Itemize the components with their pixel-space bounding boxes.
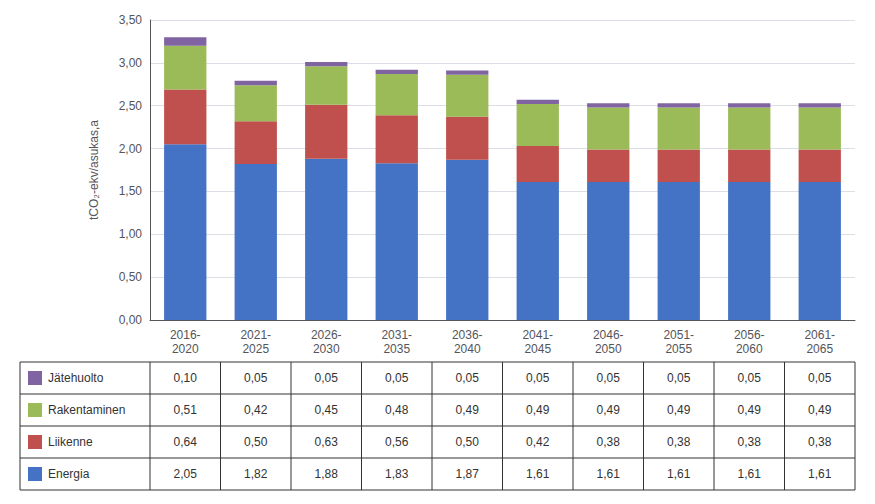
svg-text:2,00: 2,00 [119, 142, 143, 156]
svg-text:2,05: 2,05 [174, 467, 198, 481]
svg-text:0,05: 0,05 [244, 371, 268, 385]
svg-text:2051-: 2051- [663, 328, 694, 342]
svg-text:0,48: 0,48 [385, 403, 409, 417]
svg-text:0,51: 0,51 [174, 403, 198, 417]
svg-text:0,05: 0,05 [385, 371, 409, 385]
svg-text:1,50: 1,50 [119, 184, 143, 198]
svg-text:0,38: 0,38 [808, 435, 832, 449]
svg-text:tCO₂-ekv/asukas,a: tCO₂-ekv/asukas,a [87, 120, 101, 220]
svg-text:0,05: 0,05 [315, 371, 339, 385]
svg-text:1,88: 1,88 [315, 467, 339, 481]
svg-text:2035: 2035 [383, 342, 410, 356]
svg-text:1,00: 1,00 [119, 227, 143, 241]
svg-text:2031-: 2031- [381, 328, 412, 342]
svg-text:2016-: 2016- [170, 328, 201, 342]
svg-text:3,00: 3,00 [119, 56, 143, 70]
svg-text:0,49: 0,49 [597, 403, 621, 417]
svg-text:2036-: 2036- [452, 328, 483, 342]
svg-text:Rakentaminen: Rakentaminen [48, 403, 125, 417]
svg-text:0,05: 0,05 [667, 371, 691, 385]
svg-text:0,38: 0,38 [597, 435, 621, 449]
svg-text:2056-: 2056- [734, 328, 765, 342]
svg-text:0,05: 0,05 [597, 371, 621, 385]
svg-text:2060: 2060 [736, 342, 763, 356]
svg-text:2046-: 2046- [593, 328, 624, 342]
svg-text:2025: 2025 [242, 342, 269, 356]
svg-text:0,63: 0,63 [315, 435, 339, 449]
svg-text:0,45: 0,45 [315, 403, 339, 417]
svg-text:2065: 2065 [806, 342, 833, 356]
svg-text:0,05: 0,05 [456, 371, 480, 385]
svg-text:1,87: 1,87 [456, 467, 480, 481]
svg-text:Jätehuolto: Jätehuolto [48, 371, 104, 385]
svg-text:1,61: 1,61 [526, 467, 550, 481]
svg-text:0,50: 0,50 [119, 270, 143, 284]
svg-text:0,49: 0,49 [456, 403, 480, 417]
svg-text:0,38: 0,38 [738, 435, 762, 449]
svg-text:3,50: 3,50 [119, 13, 143, 27]
svg-text:0,10: 0,10 [174, 371, 198, 385]
svg-text:0,50: 0,50 [244, 435, 268, 449]
svg-text:1,61: 1,61 [808, 467, 832, 481]
svg-text:2040: 2040 [454, 342, 481, 356]
svg-text:0,38: 0,38 [667, 435, 691, 449]
svg-text:2061-: 2061- [804, 328, 835, 342]
svg-text:0,56: 0,56 [385, 435, 409, 449]
svg-text:Energia: Energia [48, 467, 90, 481]
svg-text:2030: 2030 [313, 342, 340, 356]
svg-text:1,82: 1,82 [244, 467, 268, 481]
svg-text:2041-: 2041- [522, 328, 553, 342]
svg-text:0,49: 0,49 [808, 403, 832, 417]
svg-text:0,42: 0,42 [526, 435, 550, 449]
svg-text:2,50: 2,50 [119, 99, 143, 113]
svg-text:2045: 2045 [524, 342, 551, 356]
svg-text:1,61: 1,61 [667, 467, 691, 481]
svg-text:0,49: 0,49 [526, 403, 550, 417]
svg-text:0,50: 0,50 [456, 435, 480, 449]
svg-text:0,49: 0,49 [738, 403, 762, 417]
svg-text:0,05: 0,05 [738, 371, 762, 385]
svg-text:1,83: 1,83 [385, 467, 409, 481]
svg-text:0,05: 0,05 [808, 371, 832, 385]
svg-text:0,64: 0,64 [174, 435, 198, 449]
svg-text:2021-: 2021- [240, 328, 271, 342]
svg-text:1,61: 1,61 [597, 467, 621, 481]
svg-text:0,00: 0,00 [119, 313, 143, 327]
svg-text:Liikenne: Liikenne [48, 435, 93, 449]
svg-text:2026-: 2026- [311, 328, 342, 342]
svg-text:2050: 2050 [595, 342, 622, 356]
svg-text:1,61: 1,61 [738, 467, 762, 481]
svg-text:0,05: 0,05 [526, 371, 550, 385]
svg-text:0,42: 0,42 [244, 403, 268, 417]
svg-text:2055: 2055 [665, 342, 692, 356]
svg-text:0,49: 0,49 [667, 403, 691, 417]
svg-text:2020: 2020 [172, 342, 199, 356]
